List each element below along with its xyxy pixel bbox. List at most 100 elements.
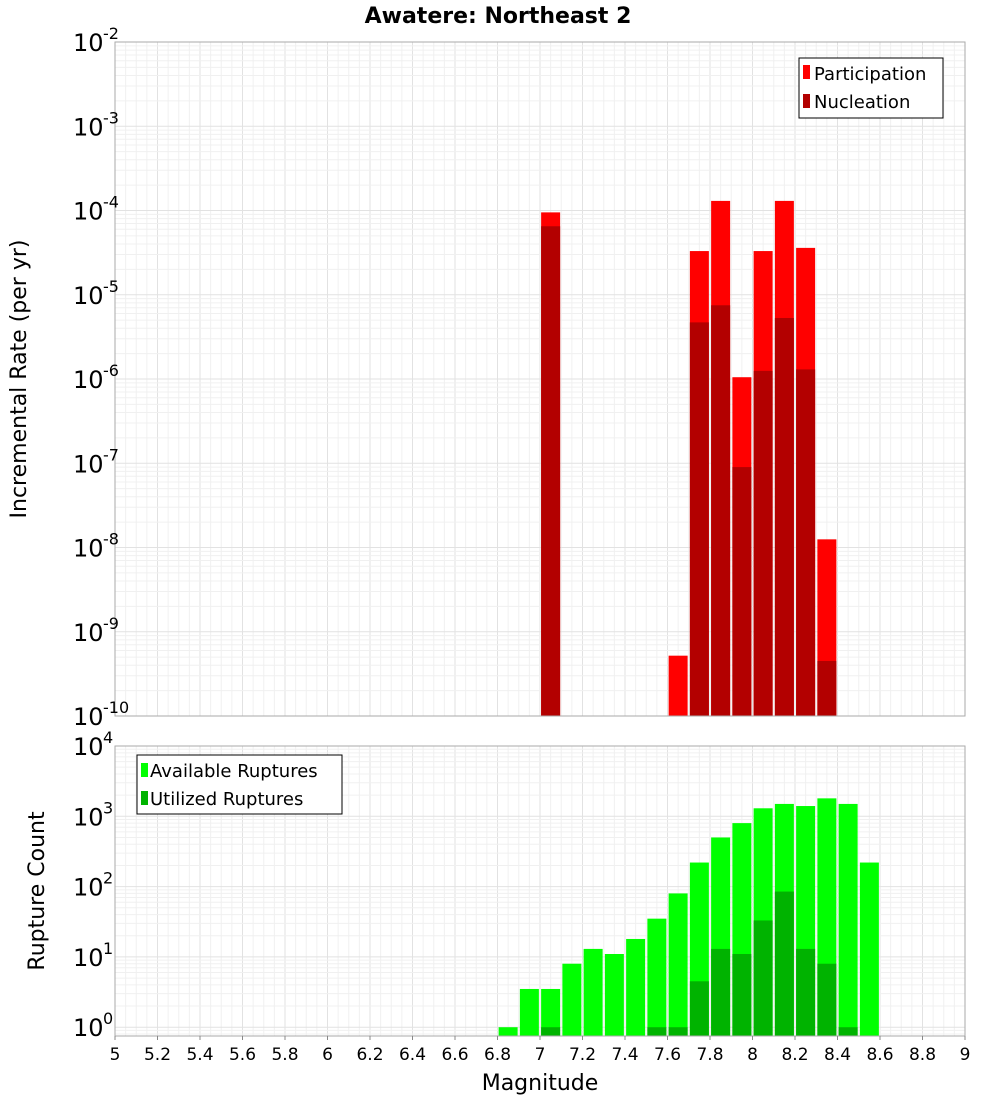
- y-tick-label: 10 -5: [73, 277, 119, 310]
- y-tick-label: 10 -8: [73, 530, 119, 563]
- utilized-ruptures-bar: [689, 981, 709, 1036]
- y-tick-exponent: -10: [103, 698, 129, 717]
- legend-swatch-participation: [803, 65, 810, 79]
- y-tick-label: 10 -4: [73, 193, 119, 226]
- y-tick-base: 10: [73, 619, 104, 647]
- participation-bar: [668, 655, 688, 716]
- utilized-ruptures-bar: [817, 963, 837, 1036]
- x-axis-title: Magnitude: [482, 1071, 599, 1096]
- y-tick-exponent: -3: [103, 108, 119, 127]
- available-ruptures-bar: [626, 938, 646, 1036]
- bottom-legend-box: [136, 754, 343, 815]
- y-tick-base: 10: [73, 803, 104, 831]
- bottom-bars: [498, 798, 879, 1036]
- x-tick-label: 7.8: [696, 1045, 723, 1065]
- top-y-axis-title: Incremental Rate (per yr): [7, 240, 32, 519]
- y-tick-base: 10: [73, 874, 104, 902]
- y-tick-base: 10: [73, 113, 104, 141]
- legend-label-nucleation: Nucleation: [814, 92, 910, 113]
- y-tick-label: 10 0: [73, 1009, 113, 1042]
- nucleation-bar: [817, 660, 837, 716]
- y-tick-exponent: 0: [103, 1009, 113, 1028]
- bottom-y-axis-title: Rupture Count: [25, 811, 50, 971]
- available-ruptures-bar: [859, 862, 879, 1036]
- available-ruptures-bar: [583, 948, 603, 1036]
- y-tick-label: 10 -9: [73, 614, 119, 647]
- y-tick-exponent: -2: [103, 24, 119, 43]
- nucleation-bar: [689, 322, 709, 716]
- nucleation-bar: [753, 370, 773, 716]
- available-ruptures-bar: [541, 988, 561, 1036]
- y-tick-exponent: -4: [103, 193, 119, 212]
- utilized-ruptures-bar: [732, 954, 752, 1036]
- utilized-ruptures-bar: [753, 920, 773, 1036]
- x-tick-label: 6.8: [484, 1045, 511, 1065]
- top-legend-box: [798, 57, 944, 119]
- y-tick-exponent: -6: [103, 361, 119, 380]
- x-tick-label: 5: [110, 1045, 121, 1065]
- y-tick-label: 10 4: [73, 728, 113, 761]
- top-bars: [541, 200, 837, 717]
- x-tick-label: 8.4: [824, 1045, 851, 1065]
- legend-swatch-utilized: [141, 791, 148, 805]
- x-tick-label: 8.8: [909, 1045, 936, 1065]
- x-tick-label: 5.4: [186, 1045, 213, 1065]
- y-tick-exponent: 4: [103, 728, 113, 747]
- bottom-legend: Available Ruptures Utilized Ruptures: [136, 754, 343, 815]
- y-tick-label: 10 -10: [73, 698, 129, 731]
- y-tick-base: 10: [73, 198, 104, 226]
- y-tick-base: 10: [73, 1014, 104, 1042]
- x-tick-label: 6.6: [441, 1045, 468, 1065]
- y-tick-label: 10 -3: [73, 108, 119, 141]
- legend-label-participation: Participation: [814, 64, 926, 85]
- x-tick-label: 5.6: [229, 1045, 256, 1065]
- y-tick-base: 10: [73, 733, 104, 761]
- legend-label-utilized: Utilized Ruptures: [150, 789, 303, 810]
- x-tick-label: 8.2: [781, 1045, 808, 1065]
- y-tick-base: 10: [73, 366, 104, 394]
- utilized-ruptures-bar: [647, 1027, 667, 1036]
- utilized-ruptures-bar: [711, 948, 731, 1036]
- x-tick-label: 7.6: [654, 1045, 681, 1065]
- available-ruptures-bar: [519, 988, 539, 1036]
- y-tick-label: 10 2: [73, 869, 113, 902]
- x-tick-label: 6: [322, 1045, 333, 1065]
- nucleation-bar: [541, 226, 561, 716]
- y-tick-base: 10: [73, 703, 104, 731]
- available-ruptures-bar: [498, 1027, 518, 1036]
- available-ruptures-bar: [838, 803, 858, 1036]
- utilized-ruptures-bar: [774, 891, 794, 1036]
- y-tick-base: 10: [73, 450, 104, 478]
- utilized-ruptures-bar: [796, 948, 816, 1036]
- x-tick-label: 6.2: [356, 1045, 383, 1065]
- y-tick-label: 10 -6: [73, 361, 119, 394]
- y-tick-exponent: -5: [103, 277, 119, 296]
- legend-label-available: Available Ruptures: [150, 761, 318, 782]
- x-tick-label: 5.2: [144, 1045, 171, 1065]
- x-tick-label: 6.4: [399, 1045, 426, 1065]
- available-ruptures-bar: [668, 893, 688, 1036]
- y-tick-exponent: 2: [103, 869, 113, 888]
- utilized-ruptures-bar: [838, 1027, 858, 1036]
- y-tick-exponent: 1: [103, 939, 113, 958]
- x-tick-label: 8: [747, 1045, 758, 1065]
- x-tick-label: 8.6: [866, 1045, 893, 1065]
- utilized-ruptures-bar: [668, 1027, 688, 1036]
- y-tick-exponent: 3: [103, 798, 113, 817]
- y-tick-base: 10: [73, 29, 104, 57]
- x-tick-label: 7: [535, 1045, 546, 1065]
- y-tick-base: 10: [73, 944, 104, 972]
- x-ticks: 5 5.2 5.4 5.6 5.8 6 6.2 6.4 6.6 6.8 7 7.2 7.4 7.6 7.8 8…: [110, 1036, 971, 1065]
- available-ruptures-bar: [647, 918, 667, 1036]
- utilized-ruptures-bar: [541, 1027, 561, 1036]
- x-tick-label: 7.2: [569, 1045, 596, 1065]
- x-tick-label: 9: [960, 1045, 971, 1065]
- y-tick-label: 10 3: [73, 798, 113, 831]
- y-tick-exponent: -9: [103, 614, 119, 633]
- y-tick-label: 10 1: [73, 939, 113, 972]
- x-tick-label: 5.8: [271, 1045, 298, 1065]
- available-ruptures-bar: [562, 963, 582, 1036]
- nucleation-bar: [711, 305, 731, 716]
- y-tick-label: 10 -2: [73, 24, 119, 57]
